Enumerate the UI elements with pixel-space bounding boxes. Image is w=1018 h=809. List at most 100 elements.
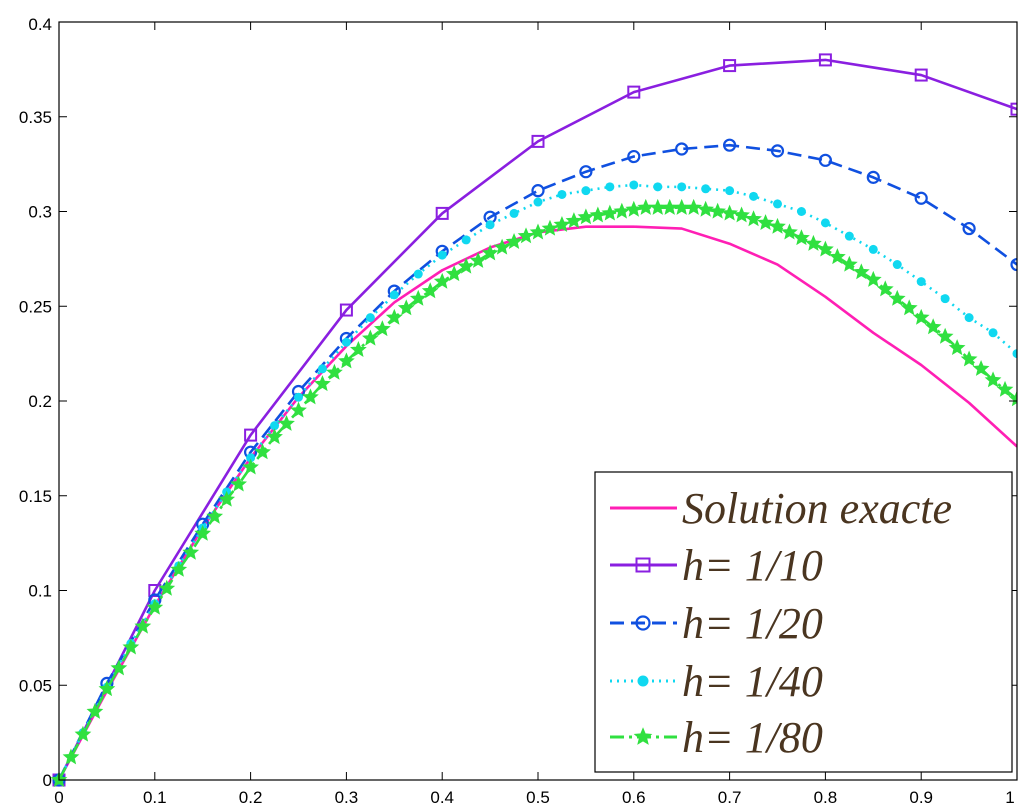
series-5-point <box>254 443 271 460</box>
series-5-point <box>373 320 391 337</box>
series-4-point <box>820 218 830 228</box>
series-5-point <box>421 282 439 299</box>
legend-item-4: h= 1/40 <box>610 657 823 706</box>
series-5-point <box>541 219 559 236</box>
series-4-point <box>485 220 495 230</box>
series-5-point <box>242 458 259 475</box>
legend-marker <box>635 557 651 573</box>
legend: Solution exacte h= 1/10 h= 1/20 h= 1/40 h= 1… <box>594 471 1013 773</box>
series-5-point <box>948 339 966 356</box>
series-5-point <box>122 638 140 655</box>
series-4-point <box>653 182 663 192</box>
series-5-point <box>817 240 834 257</box>
series-2-point <box>723 59 737 73</box>
series-4-point <box>749 191 759 201</box>
legend-label: h= 1/40 <box>682 657 823 706</box>
series-5-point <box>936 327 954 344</box>
x-tick-label: 0.7 <box>718 788 742 807</box>
series-5-point <box>553 215 571 232</box>
series-5-point <box>278 414 295 431</box>
series-5-point <box>170 560 188 577</box>
y-tick-label: 0.25 <box>19 297 52 316</box>
legend-label: h= 1/10 <box>682 541 823 590</box>
legend-item-3: h= 1/20 <box>610 599 823 648</box>
legend-item-5: h= 1/80 <box>610 713 823 762</box>
series-5-point <box>781 223 798 240</box>
y-tick-label: 0.1 <box>28 582 52 601</box>
series-5-point <box>757 214 774 230</box>
series-5-point <box>134 617 152 634</box>
series-4-point <box>365 313 375 323</box>
series-3-point <box>675 142 689 156</box>
series-4-point <box>437 250 447 260</box>
x-tick-label: 0.6 <box>622 788 646 807</box>
series-4-point <box>509 208 519 218</box>
series-3-point <box>818 153 833 167</box>
series-3-point <box>914 191 928 205</box>
axis-ticks: 0 0.1 0.2 0.3 0.4 0.5 0.6 0.7 0.8 0.9 1 0 0.05 0.1 0.1… <box>19 15 1018 807</box>
series-5-point <box>996 380 1014 397</box>
series-5-point <box>110 659 128 676</box>
legend-marker <box>637 675 649 687</box>
series-4-point <box>246 453 256 463</box>
series-5-point <box>469 251 487 268</box>
series-5-point <box>613 202 631 219</box>
series-5-point <box>338 352 355 369</box>
series-5-point <box>745 210 762 227</box>
series-5-point <box>457 257 475 274</box>
series-4-point <box>389 290 399 300</box>
series-5-point <box>146 598 164 615</box>
series-5-point <box>62 748 80 765</box>
series-5-point <box>984 371 1002 388</box>
y-tick-label: 0.15 <box>19 487 52 506</box>
series-5-point <box>577 208 595 225</box>
series-4-point <box>988 328 998 338</box>
series-5-point <box>685 198 703 215</box>
series-5-point <box>601 204 619 221</box>
series-5-point <box>876 280 894 297</box>
series-5-point <box>182 543 200 560</box>
series-5-point <box>709 202 727 219</box>
series-5-point <box>74 725 92 742</box>
series-4-point <box>461 235 471 245</box>
series-4-point <box>677 182 687 192</box>
series-5-point <box>529 223 547 240</box>
x-tick-label: 0.2 <box>239 788 263 807</box>
y-tick-label: 0 <box>43 771 52 790</box>
series-4-point <box>725 186 735 196</box>
series-3-point <box>722 138 737 152</box>
x-tick-label: 0 <box>54 788 63 807</box>
series-5-point <box>385 308 403 325</box>
series-2-line <box>57 58 1017 781</box>
x-tick-label: 0.9 <box>909 788 933 807</box>
series-5-point <box>230 475 248 492</box>
series-4-point <box>533 197 543 207</box>
series-5-point <box>433 272 451 289</box>
series-4-point <box>940 294 950 304</box>
series-5-point <box>972 359 990 376</box>
series-4-point <box>581 186 591 196</box>
series-5-point <box>218 490 236 507</box>
x-tick-label: 0.4 <box>430 788 454 807</box>
x-tick-label: 1 <box>1005 788 1014 807</box>
series-5-point <box>493 238 511 255</box>
series-5-point <box>697 200 715 217</box>
series-4-point <box>341 337 351 347</box>
series-4-point <box>773 199 782 209</box>
x-tick-label: 0.3 <box>335 788 359 807</box>
legend-label: Solution exacte <box>682 484 952 533</box>
series-2-point <box>1010 102 1017 116</box>
legend-label: h= 1/20 <box>682 599 823 648</box>
series-5-point <box>194 524 212 541</box>
series-5-point <box>924 318 942 335</box>
series-4-point <box>294 392 303 402</box>
series-4-point <box>413 269 423 279</box>
series-2-point <box>627 85 641 99</box>
series-5-point <box>1008 390 1017 407</box>
series-4-point <box>701 184 711 194</box>
series-4-point <box>1012 349 1017 359</box>
series-5-point <box>852 263 870 280</box>
series-5-point <box>326 363 343 380</box>
series-5-point <box>290 401 307 418</box>
